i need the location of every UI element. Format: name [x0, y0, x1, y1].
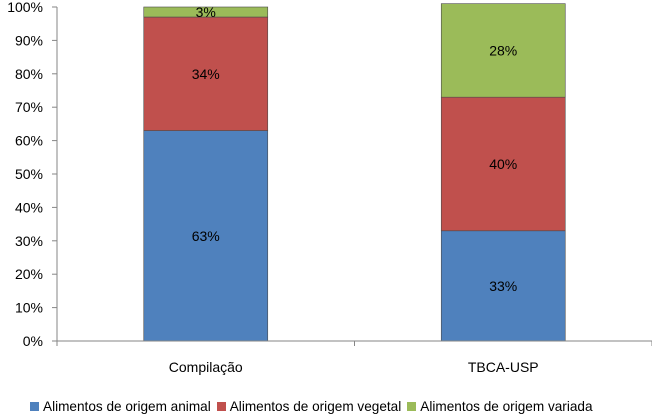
y-tick-label: 50% [15, 166, 43, 182]
y-tick-label: 30% [15, 233, 43, 249]
x-tick-label: TBCA-USP [468, 359, 539, 375]
y-tick-label: 40% [15, 199, 43, 215]
legend-label-animal: Alimentos de origem animal [43, 399, 211, 414]
data-label: 34% [192, 66, 220, 82]
y-tick-label: 10% [15, 300, 43, 316]
legend-swatch-vegetal [216, 402, 226, 411]
bar-segment [440, 230, 566, 342]
legend-swatch-animal [30, 402, 39, 411]
y-tick-label: 60% [15, 133, 43, 149]
y-tick-label: 90% [15, 32, 43, 48]
stacked-bar-chart: 63% 34% 3% Compilação 33% 40% 28% TBCA-USP 0% 10%… [7, 0, 652, 375]
data-label: 33% [489, 278, 517, 294]
bar-segment [440, 96, 566, 232]
legend-item-variada: Alimentos de origem variada [407, 399, 593, 414]
y-tick-label: 80% [15, 66, 43, 82]
data-label: 3% [196, 4, 216, 20]
y-tick-label: 70% [15, 99, 43, 115]
data-label: 28% [489, 42, 517, 58]
legend-label-variada: Alimentos de origem variada [420, 399, 593, 414]
bar-segment [143, 130, 269, 342]
bar-segment [143, 16, 269, 131]
bar-segment [440, 3, 566, 98]
y-tick-label: 20% [15, 266, 43, 282]
data-label: 63% [192, 228, 220, 244]
x-tick-label: Compilação [169, 359, 243, 375]
bar-segment [143, 6, 269, 18]
legend-item-animal: Alimentos de origem animal [30, 399, 211, 414]
legend: Alimentos de origem animal Alimentos de … [30, 398, 599, 415]
legend-swatch-variada [407, 402, 417, 411]
data-label: 40% [489, 156, 517, 172]
legend-label-vegetal: Alimentos de origem vegetal [229, 399, 402, 414]
legend-item-vegetal: Alimentos de origem vegetal [216, 399, 402, 414]
y-tick-label: 100% [7, 0, 43, 15]
y-tick-label: 0% [23, 333, 43, 349]
